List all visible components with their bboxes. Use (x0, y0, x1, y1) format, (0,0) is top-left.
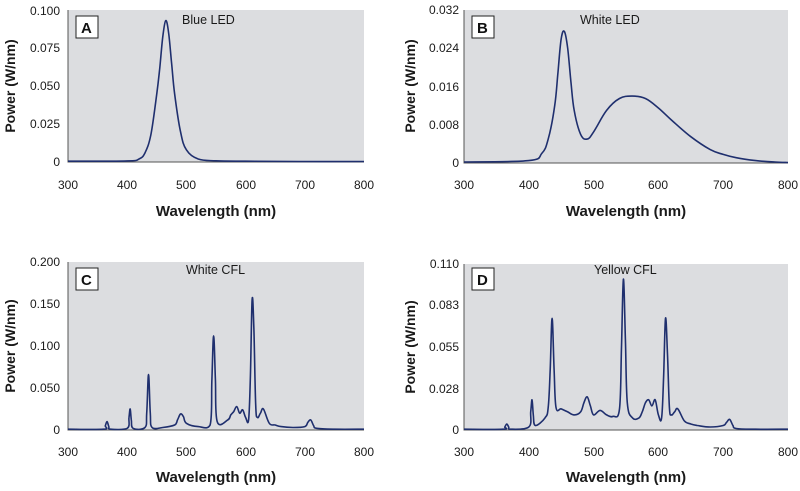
panel-a-ylabel: Power (W/nm) (2, 39, 18, 132)
panel-a-title: Blue LED (182, 13, 235, 27)
panel-c-xtick-0: 300 (58, 445, 78, 459)
panel-d-letter: D (477, 272, 488, 289)
panel-d: D Yellow CFL 0 0.028 0.055 0.083 0.110 3… (402, 257, 798, 486)
panel-b-ytick-2: 0.016 (429, 80, 459, 94)
panel-c-title: White CFL (186, 263, 245, 277)
panel-b-xtick-2: 500 (584, 178, 604, 192)
panel-c-xtick-3: 600 (236, 445, 256, 459)
panel-b-xtick-0: 300 (454, 178, 474, 192)
panel-c-ytick-3: 0.150 (30, 297, 60, 311)
panel-c-letter: C (81, 272, 92, 289)
panel-d-xtick-3: 600 (648, 445, 668, 459)
panel-c-ylabel: Power (W/nm) (2, 299, 18, 392)
panel-a-xtick-2: 500 (176, 178, 196, 192)
panel-d-title: Yellow CFL (594, 263, 657, 277)
panel-c-xtick-2: 500 (176, 445, 196, 459)
panel-c: C White CFL 0 0.050 0.100 0.150 0.200 30… (2, 255, 374, 486)
panel-d-xlabel: Wavelength (nm) (566, 469, 686, 486)
panel-a-xtick-4: 700 (295, 178, 315, 192)
panel-d-xtick-4: 700 (713, 445, 733, 459)
panel-a-xtick-1: 400 (117, 178, 137, 192)
panel-d-xtick-5: 800 (778, 445, 798, 459)
panel-a-plot-area (68, 10, 364, 162)
panel-c-xtick-1: 400 (117, 445, 137, 459)
panel-b-ytick-1: 0.008 (429, 118, 459, 132)
panel-d-xtick-1: 400 (519, 445, 539, 459)
panel-a-badge: A (75, 15, 99, 39)
panel-d-ylabel: Power (W/nm) (402, 300, 418, 393)
panel-d-xtick-2: 500 (584, 445, 604, 459)
panel-c-badge: C (75, 267, 99, 291)
panel-c-xlabel: Wavelength (nm) (156, 469, 276, 486)
panel-b-xtick-4: 700 (713, 178, 733, 192)
panel-a-ytick-0: 0 (53, 155, 60, 169)
panel-a-letter: A (81, 20, 92, 37)
panel-b-xlabel: Wavelength (nm) (566, 203, 686, 220)
panel-d-ytick-3: 0.083 (429, 298, 459, 312)
panel-b-xtick-1: 400 (519, 178, 539, 192)
panel-b-ytick-3: 0.024 (429, 41, 459, 55)
panel-a-ytick-4: 0.100 (30, 4, 60, 18)
panel-a-ytick-1: 0.025 (30, 117, 60, 131)
panel-d-ytick-2: 0.055 (429, 340, 459, 354)
panel-b-letter: B (477, 20, 488, 37)
panel-c-ytick-4: 0.200 (30, 255, 60, 269)
panel-d-ytick-1: 0.028 (429, 382, 459, 396)
panel-b-ylabel: Power (W/nm) (402, 39, 418, 132)
panel-c-xtick-4: 700 (295, 445, 315, 459)
panel-b-badge: B (471, 15, 495, 39)
panel-d-xtick-0: 300 (454, 445, 474, 459)
panel-d-series-line (463, 278, 789, 431)
panel-c-ytick-0: 0 (53, 423, 60, 437)
panel-a-series-line (67, 19, 365, 163)
panel-b-ytick-0: 0 (452, 156, 459, 170)
panel-a-ytick-2: 0.050 (30, 79, 60, 93)
panel-b-ytick-4: 0.032 (429, 3, 459, 17)
panel-a-xtick-5: 800 (354, 178, 374, 192)
panel-c-series-line (67, 296, 365, 431)
panel-a-xlabel: Wavelength (nm) (156, 203, 276, 220)
panel-b-xtick-3: 600 (648, 178, 668, 192)
panel-b-series-line (463, 30, 789, 164)
panel-b-title: White LED (580, 13, 640, 27)
panel-c-ytick-2: 0.100 (30, 339, 60, 353)
panel-b-xtick-5: 800 (778, 178, 798, 192)
panel-b-plot-area (464, 10, 788, 163)
panel-b-axes (463, 10, 788, 164)
panel-a-ytick-3: 0.075 (30, 41, 60, 55)
panel-a-xtick-0: 300 (58, 178, 78, 192)
panel-d-badge: D (471, 267, 495, 291)
panel-a-xtick-3: 600 (236, 178, 256, 192)
panel-d-ytick-4: 0.110 (430, 257, 459, 271)
panel-c-xtick-5: 800 (354, 445, 374, 459)
panel-d-ytick-0: 0 (452, 423, 459, 437)
panel-a: A Blue LED 0 0.025 0.050 0.075 0.100 300… (2, 4, 374, 220)
panel-b: B White LED 0 0.008 0.016 0.024 0.032 30… (402, 3, 798, 220)
panel-c-ytick-1: 0.050 (30, 381, 60, 395)
